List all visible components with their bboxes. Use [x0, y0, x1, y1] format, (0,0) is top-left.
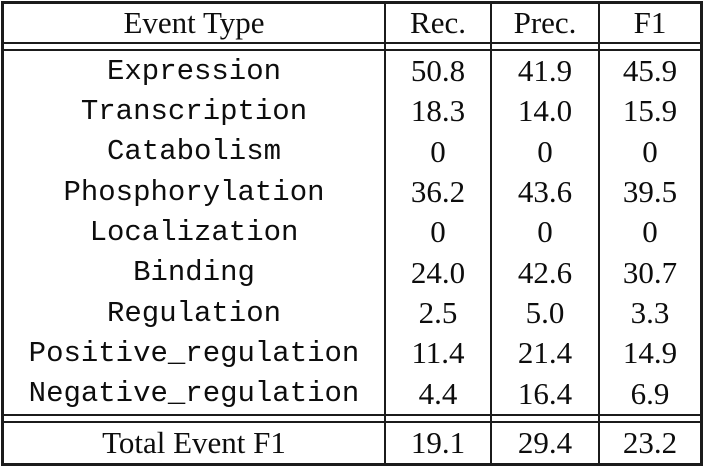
precision-cell: 14.0 — [490, 91, 598, 132]
table-footer-row: Total Event F1 19.1 29.4 23.2 — [4, 422, 700, 463]
recall-cell: 36.2 — [384, 171, 490, 213]
precision-cell: 42.6 — [490, 252, 598, 293]
column-header-event-type: Event Type — [123, 5, 265, 40]
table-row-catabolism: Catabolism 0 0 0 — [4, 131, 700, 172]
total-label-cell: Total Event F1 — [102, 424, 286, 460]
precision-cell: 21.4 — [490, 333, 598, 374]
rule-gap — [490, 415, 598, 421]
rule-gap — [4, 44, 384, 49]
f1-cell: 45.9 — [598, 51, 700, 92]
total-precision-cell: 29.4 — [490, 422, 598, 463]
event-type-cell: Regulation — [106, 296, 282, 330]
recall-cell: 0 — [384, 131, 490, 172]
event-type-cell: Catabolism — [106, 135, 282, 169]
event-type-cell: Expression — [106, 54, 282, 88]
recall-cell: 11.4 — [384, 333, 490, 374]
precision-cell: 5.0 — [490, 292, 598, 334]
column-header-f1: F1 — [598, 4, 700, 42]
precision-cell: 41.9 — [490, 51, 598, 92]
precision-cell: 0 — [490, 212, 598, 253]
total-f1-cell: 23.2 — [598, 422, 700, 463]
event-type-cell: Transcription — [80, 94, 308, 128]
event-type-cell: Binding — [133, 256, 255, 290]
f1-cell: 0 — [598, 131, 700, 172]
precision-cell: 16.4 — [490, 373, 598, 414]
rule-gap — [490, 44, 598, 49]
recall-cell: 2.5 — [384, 292, 490, 334]
event-type-cell: Phosphorylation — [63, 175, 325, 209]
event-type-cell: Localization — [89, 215, 299, 249]
f1-cell: 15.9 — [598, 91, 700, 132]
f1-cell: 6.9 — [598, 373, 700, 414]
f1-cell: 30.7 — [598, 252, 700, 293]
recall-cell: 18.3 — [384, 91, 490, 132]
table-header-row: Event Type Rec. Prec. F1 — [4, 4, 700, 42]
f1-cell: 39.5 — [598, 171, 700, 213]
recall-cell: 4.4 — [384, 373, 490, 414]
f1-cell: 3.3 — [598, 292, 700, 334]
table-row-localization: Localization 0 0 0 — [4, 212, 700, 253]
rule-gap — [598, 415, 700, 421]
table-row-negative-regulation: Negative_regulation 4.4 16.4 6.9 — [4, 373, 700, 414]
rule-gap — [4, 416, 384, 421]
event-type-cell: Negative_regulation — [28, 377, 360, 411]
column-header-precision: Prec. — [490, 4, 598, 42]
table-row-binding: Binding 24.0 42.6 30.7 — [4, 252, 700, 293]
footer-double-rule — [4, 413, 700, 423]
recall-cell: 50.8 — [384, 51, 490, 92]
recall-cell: 24.0 — [384, 252, 490, 293]
precision-cell: 0 — [490, 131, 598, 172]
header-double-rule — [4, 42, 700, 51]
precision-cell: 43.6 — [490, 171, 598, 213]
rule-gap — [384, 44, 490, 49]
recall-cell: 0 — [384, 212, 490, 253]
rule-gap — [384, 415, 490, 421]
table-row-expression: Expression 50.8 41.9 45.9 — [4, 51, 700, 92]
table-row-phosphorylation: Phosphorylation 36.2 43.6 39.5 — [4, 171, 700, 213]
rule-gap — [598, 44, 700, 49]
table-row-regulation: Regulation 2.5 5.0 3.3 — [4, 292, 700, 334]
column-header-recall: Rec. — [384, 4, 490, 42]
table-row-positive-regulation: Positive_regulation 11.4 21.4 14.9 — [4, 333, 700, 374]
f1-cell: 14.9 — [598, 333, 700, 374]
table-row-transcription: Transcription 18.3 14.0 15.9 — [4, 91, 700, 132]
event-type-cell: Positive_regulation — [28, 336, 360, 370]
f1-cell: 0 — [598, 212, 700, 253]
total-recall-cell: 19.1 — [384, 422, 490, 463]
